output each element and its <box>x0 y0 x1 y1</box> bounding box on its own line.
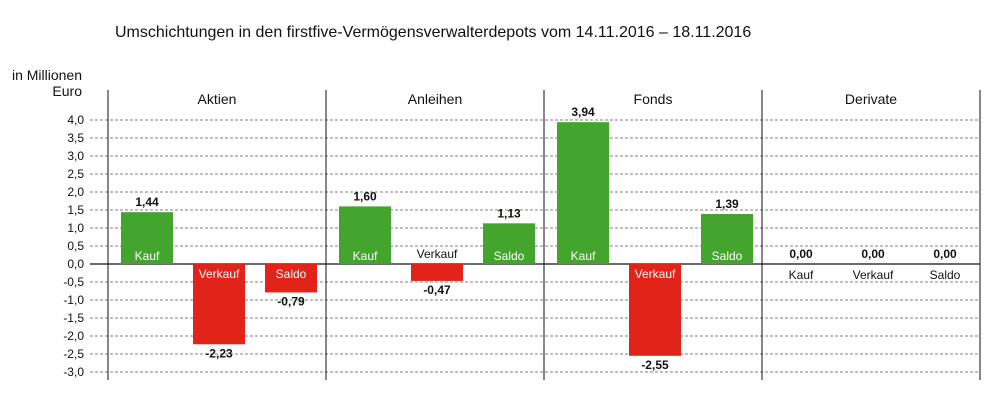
y-tick-label: -2,5 <box>63 347 84 361</box>
bar <box>411 264 463 281</box>
labels-layer: 4,0 3,5 3,0 2,5 2,0 1,5 1,0 0,5 0,0 -0,5 -1,0 -1,5 -… <box>63 91 960 379</box>
bar <box>193 264 245 345</box>
bars-layer <box>121 122 753 356</box>
y-tick-label: 2,5 <box>67 167 84 181</box>
y-tick-label: 3,5 <box>67 131 84 145</box>
y-axis-label-line2: Euro <box>52 83 82 99</box>
bar <box>629 264 681 356</box>
bar <box>121 212 173 264</box>
y-tick-label: 1,5 <box>67 203 84 217</box>
chart-title: Umschichtungen in den firstfive-Vermögen… <box>115 24 751 41</box>
bar-category-label: Saldo <box>276 267 307 281</box>
y-tick-label: 4,0 <box>67 113 84 127</box>
y-tick-label: 2,0 <box>67 185 84 199</box>
value-label: 0,00 <box>789 247 813 261</box>
bar <box>265 264 317 293</box>
group-title: Derivate <box>845 91 897 107</box>
y-tick-label: -1,5 <box>63 311 84 325</box>
group-title: Aktien <box>198 91 237 107</box>
bar-category-label: Saldo <box>712 249 743 263</box>
bar-category-label: Kauf <box>135 249 160 263</box>
value-label: -2,23 <box>205 346 233 360</box>
value-label: 0,00 <box>861 247 885 261</box>
bar-category-label: Verkauf <box>417 247 458 261</box>
group-title: Fonds <box>634 91 673 107</box>
y-tick-label: -1,0 <box>63 293 84 307</box>
value-label: -0,47 <box>423 283 451 297</box>
bar <box>557 122 609 264</box>
bar <box>339 206 391 264</box>
value-label: 1,60 <box>353 189 377 203</box>
value-label: -2,55 <box>641 358 669 372</box>
y-axis-label-line1: in Millionen <box>12 67 82 83</box>
bar-category-label: Verkauf <box>853 268 894 282</box>
bar-category-label: Kauf <box>571 249 596 263</box>
value-label: 1,39 <box>715 197 739 211</box>
bar-category-label: Verkauf <box>635 267 676 281</box>
bar-category-label: Saldo <box>494 249 525 263</box>
bar-category-label: Saldo <box>930 268 961 282</box>
value-label: -0,79 <box>277 294 305 308</box>
value-label: 3,94 <box>571 105 595 119</box>
group-title: Anleihen <box>408 91 463 107</box>
bar-category-label: Verkauf <box>199 267 240 281</box>
value-label: 0,00 <box>933 247 957 261</box>
bar-category-label: Kauf <box>353 249 378 263</box>
y-tick-label: 0,0 <box>67 257 84 271</box>
y-tick-label: 1,0 <box>67 221 84 235</box>
bar-category-label: Kauf <box>789 268 814 282</box>
y-tick-label: -0,5 <box>63 275 84 289</box>
bar <box>701 213 753 264</box>
bar <box>483 223 535 264</box>
y-tick-label: -2,0 <box>63 329 84 343</box>
value-label: 1,44 <box>135 195 159 209</box>
y-tick-label: 0,5 <box>67 239 84 253</box>
y-tick-label: -3,0 <box>63 365 84 379</box>
value-label: 1,13 <box>497 206 521 220</box>
y-tick-label: 3,0 <box>67 149 84 163</box>
